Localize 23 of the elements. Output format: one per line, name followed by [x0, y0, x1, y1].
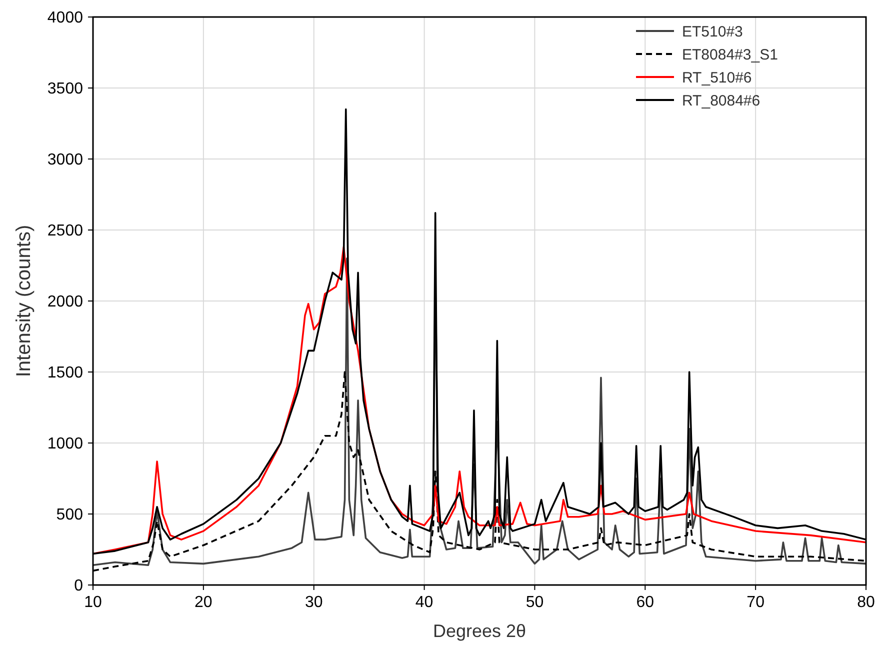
- x-tick-label: 60: [636, 594, 654, 611]
- x-tick-label: 50: [526, 594, 544, 611]
- x-tick-label: 30: [304, 594, 323, 611]
- legend-label: RT_8084#6: [682, 92, 760, 110]
- x-tick-label: 70: [746, 594, 765, 611]
- legend-label: ET8084#3_S1: [682, 46, 778, 64]
- y-tick-label: 3000: [47, 152, 84, 169]
- y-tick-label: 500: [56, 506, 84, 524]
- y-tick-label: 1500: [47, 364, 84, 382]
- y-axis-title: Intensity (counts): [13, 224, 35, 378]
- x-tick-label: 80: [857, 594, 875, 611]
- x-tick-label: 10: [84, 594, 102, 611]
- x-axis-title: Degrees 2θ: [432, 621, 526, 641]
- x-tick-label: 20: [194, 594, 212, 611]
- x-tick-label: 40: [415, 594, 434, 611]
- y-tick-label: 3500: [47, 80, 84, 98]
- y-tick-label: 0: [74, 578, 84, 595]
- y-tick-label: 4000: [47, 10, 84, 27]
- y-tick-label: 2500: [47, 222, 84, 240]
- y-tick-label: 1000: [47, 436, 84, 453]
- y-tick-label: 2000: [47, 294, 84, 311]
- legend-label: RT_510#6: [682, 69, 752, 86]
- legend-label: ET510#3: [682, 23, 743, 40]
